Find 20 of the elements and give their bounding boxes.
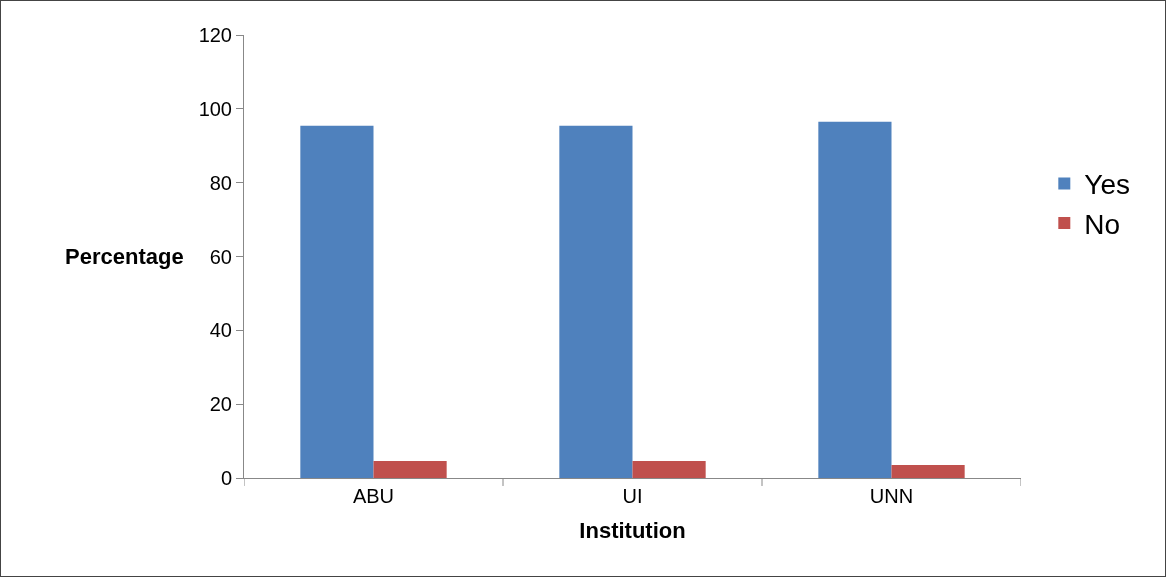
y-tick-label: 60 xyxy=(209,245,232,268)
bar xyxy=(373,461,447,478)
bar xyxy=(559,125,633,478)
y-tick-label: 80 xyxy=(209,171,232,194)
x-axis-title: Institution xyxy=(579,517,686,543)
x-tick-label: ABU xyxy=(352,485,395,507)
y-tick-label: 0 xyxy=(220,467,232,489)
bar xyxy=(818,121,892,478)
y-tick-label: 20 xyxy=(209,393,232,416)
legend-label: No xyxy=(1084,208,1121,240)
bar xyxy=(300,125,374,478)
legend-label: Yes xyxy=(1084,169,1130,201)
y-tick-label: 40 xyxy=(209,319,232,342)
y-tick-label: 100 xyxy=(198,97,232,120)
y-tick-label: 120 xyxy=(198,24,232,46)
x-tick-label: UI xyxy=(622,485,643,507)
bar xyxy=(632,461,706,478)
x-tick-label: UNN xyxy=(869,485,914,507)
bar xyxy=(891,465,965,478)
y-axis-title: Percentage xyxy=(65,244,184,269)
